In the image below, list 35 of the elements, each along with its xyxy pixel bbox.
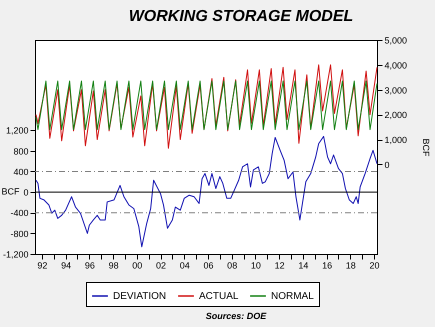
source-note: Sources: DOE xyxy=(206,311,268,321)
y2-tick-label: 5,000 xyxy=(384,36,408,46)
y2-axis-title: BCF xyxy=(421,138,432,157)
y-tick-label: 400 xyxy=(13,166,28,177)
legend-label: NORMAL xyxy=(271,291,314,302)
x-tick-label: 92 xyxy=(37,260,48,270)
x-tick-label: 96 xyxy=(84,260,95,270)
x-tick-label: 16 xyxy=(322,260,332,270)
x-tick-label: 14 xyxy=(298,260,308,270)
x-tick-label: 00 xyxy=(132,260,142,270)
x-tick-label: 02 xyxy=(156,260,166,270)
legend-label: ACTUAL xyxy=(199,291,239,302)
y-tick-label: -800 xyxy=(10,228,28,239)
x-tick-label: 98 xyxy=(108,260,119,270)
y-tick-label: -1,200 xyxy=(2,250,28,260)
y-tick-label: -400 xyxy=(10,208,28,218)
x-tick-label: 20 xyxy=(370,260,380,270)
chart-title: WORKING STORAGE MODEL xyxy=(128,8,354,25)
y2-tick-label: 3,000 xyxy=(384,85,408,96)
x-tick-label: 10 xyxy=(250,260,261,270)
x-tick-label: 06 xyxy=(203,260,214,270)
x-tick-label: 04 xyxy=(180,260,190,270)
y-tick-label: 800 xyxy=(13,146,28,156)
x-tick-label: 08 xyxy=(227,260,238,270)
x-tick-label: 12 xyxy=(274,260,285,270)
y2-tick-label: 4,000 xyxy=(384,60,408,70)
y-axis-title: BCF xyxy=(2,186,20,197)
y2-tick-label: 0 xyxy=(384,160,390,170)
y2-tick-label: 2,000 xyxy=(384,110,408,120)
legend-label: DEVIATION xyxy=(113,291,166,302)
x-tick-label: 18 xyxy=(346,260,356,270)
y-tick-label: 0 xyxy=(23,188,28,198)
x-tick-label: 94 xyxy=(61,260,72,270)
y-tick-label: 1,200 xyxy=(6,126,28,136)
y2-tick-label: 1,000 xyxy=(384,135,408,146)
